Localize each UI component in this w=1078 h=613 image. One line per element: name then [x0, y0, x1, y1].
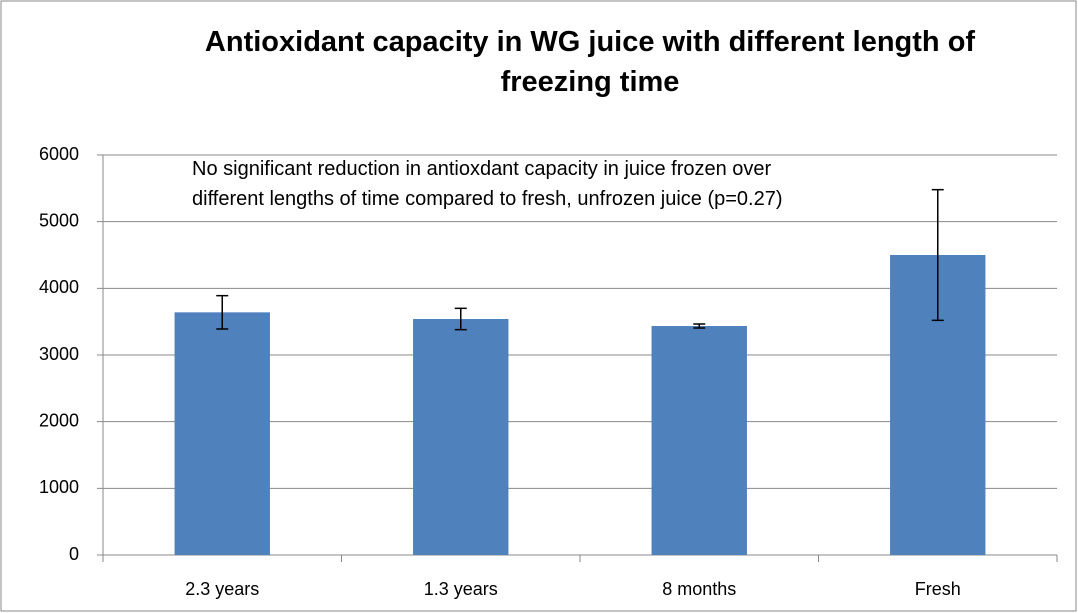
x-tick-label: 2.3 years [185, 579, 259, 599]
x-tick-label: 8 months [662, 579, 736, 599]
bar [651, 326, 747, 555]
bar [174, 312, 270, 555]
x-tick-label: 1.3 years [424, 579, 498, 599]
bar [413, 319, 509, 555]
x-tick-label: Fresh [915, 579, 961, 599]
y-tick-label: 4000 [39, 277, 79, 297]
y-tick-label: 0 [69, 544, 79, 564]
y-tick-label: 2000 [39, 410, 79, 430]
y-tick-label: 3000 [39, 344, 79, 364]
y-tick-label: 6000 [39, 144, 79, 164]
chart-title: Antioxidant capacity in WG juice with di… [204, 26, 976, 98]
y-tick-label: 1000 [39, 477, 79, 497]
annotation: No significant reduction in antioxdant c… [192, 158, 783, 210]
y-tick-label: 5000 [39, 210, 79, 230]
